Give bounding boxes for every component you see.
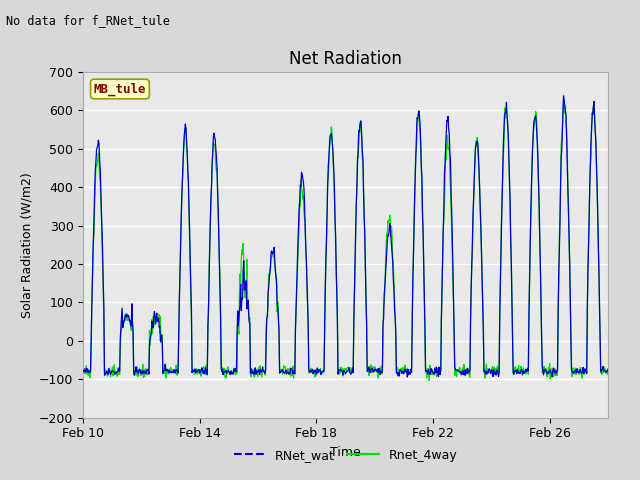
Text: MB_tule: MB_tule <box>93 83 146 96</box>
Title: Net Radiation: Net Radiation <box>289 49 402 68</box>
Legend: RNet_wat, Rnet_4way: RNet_wat, Rnet_4way <box>228 444 463 467</box>
Y-axis label: Solar Radiation (W/m2): Solar Radiation (W/m2) <box>20 172 33 318</box>
Text: No data for f_RNet_tule: No data for f_RNet_tule <box>6 14 170 27</box>
X-axis label: Time: Time <box>330 446 361 459</box>
